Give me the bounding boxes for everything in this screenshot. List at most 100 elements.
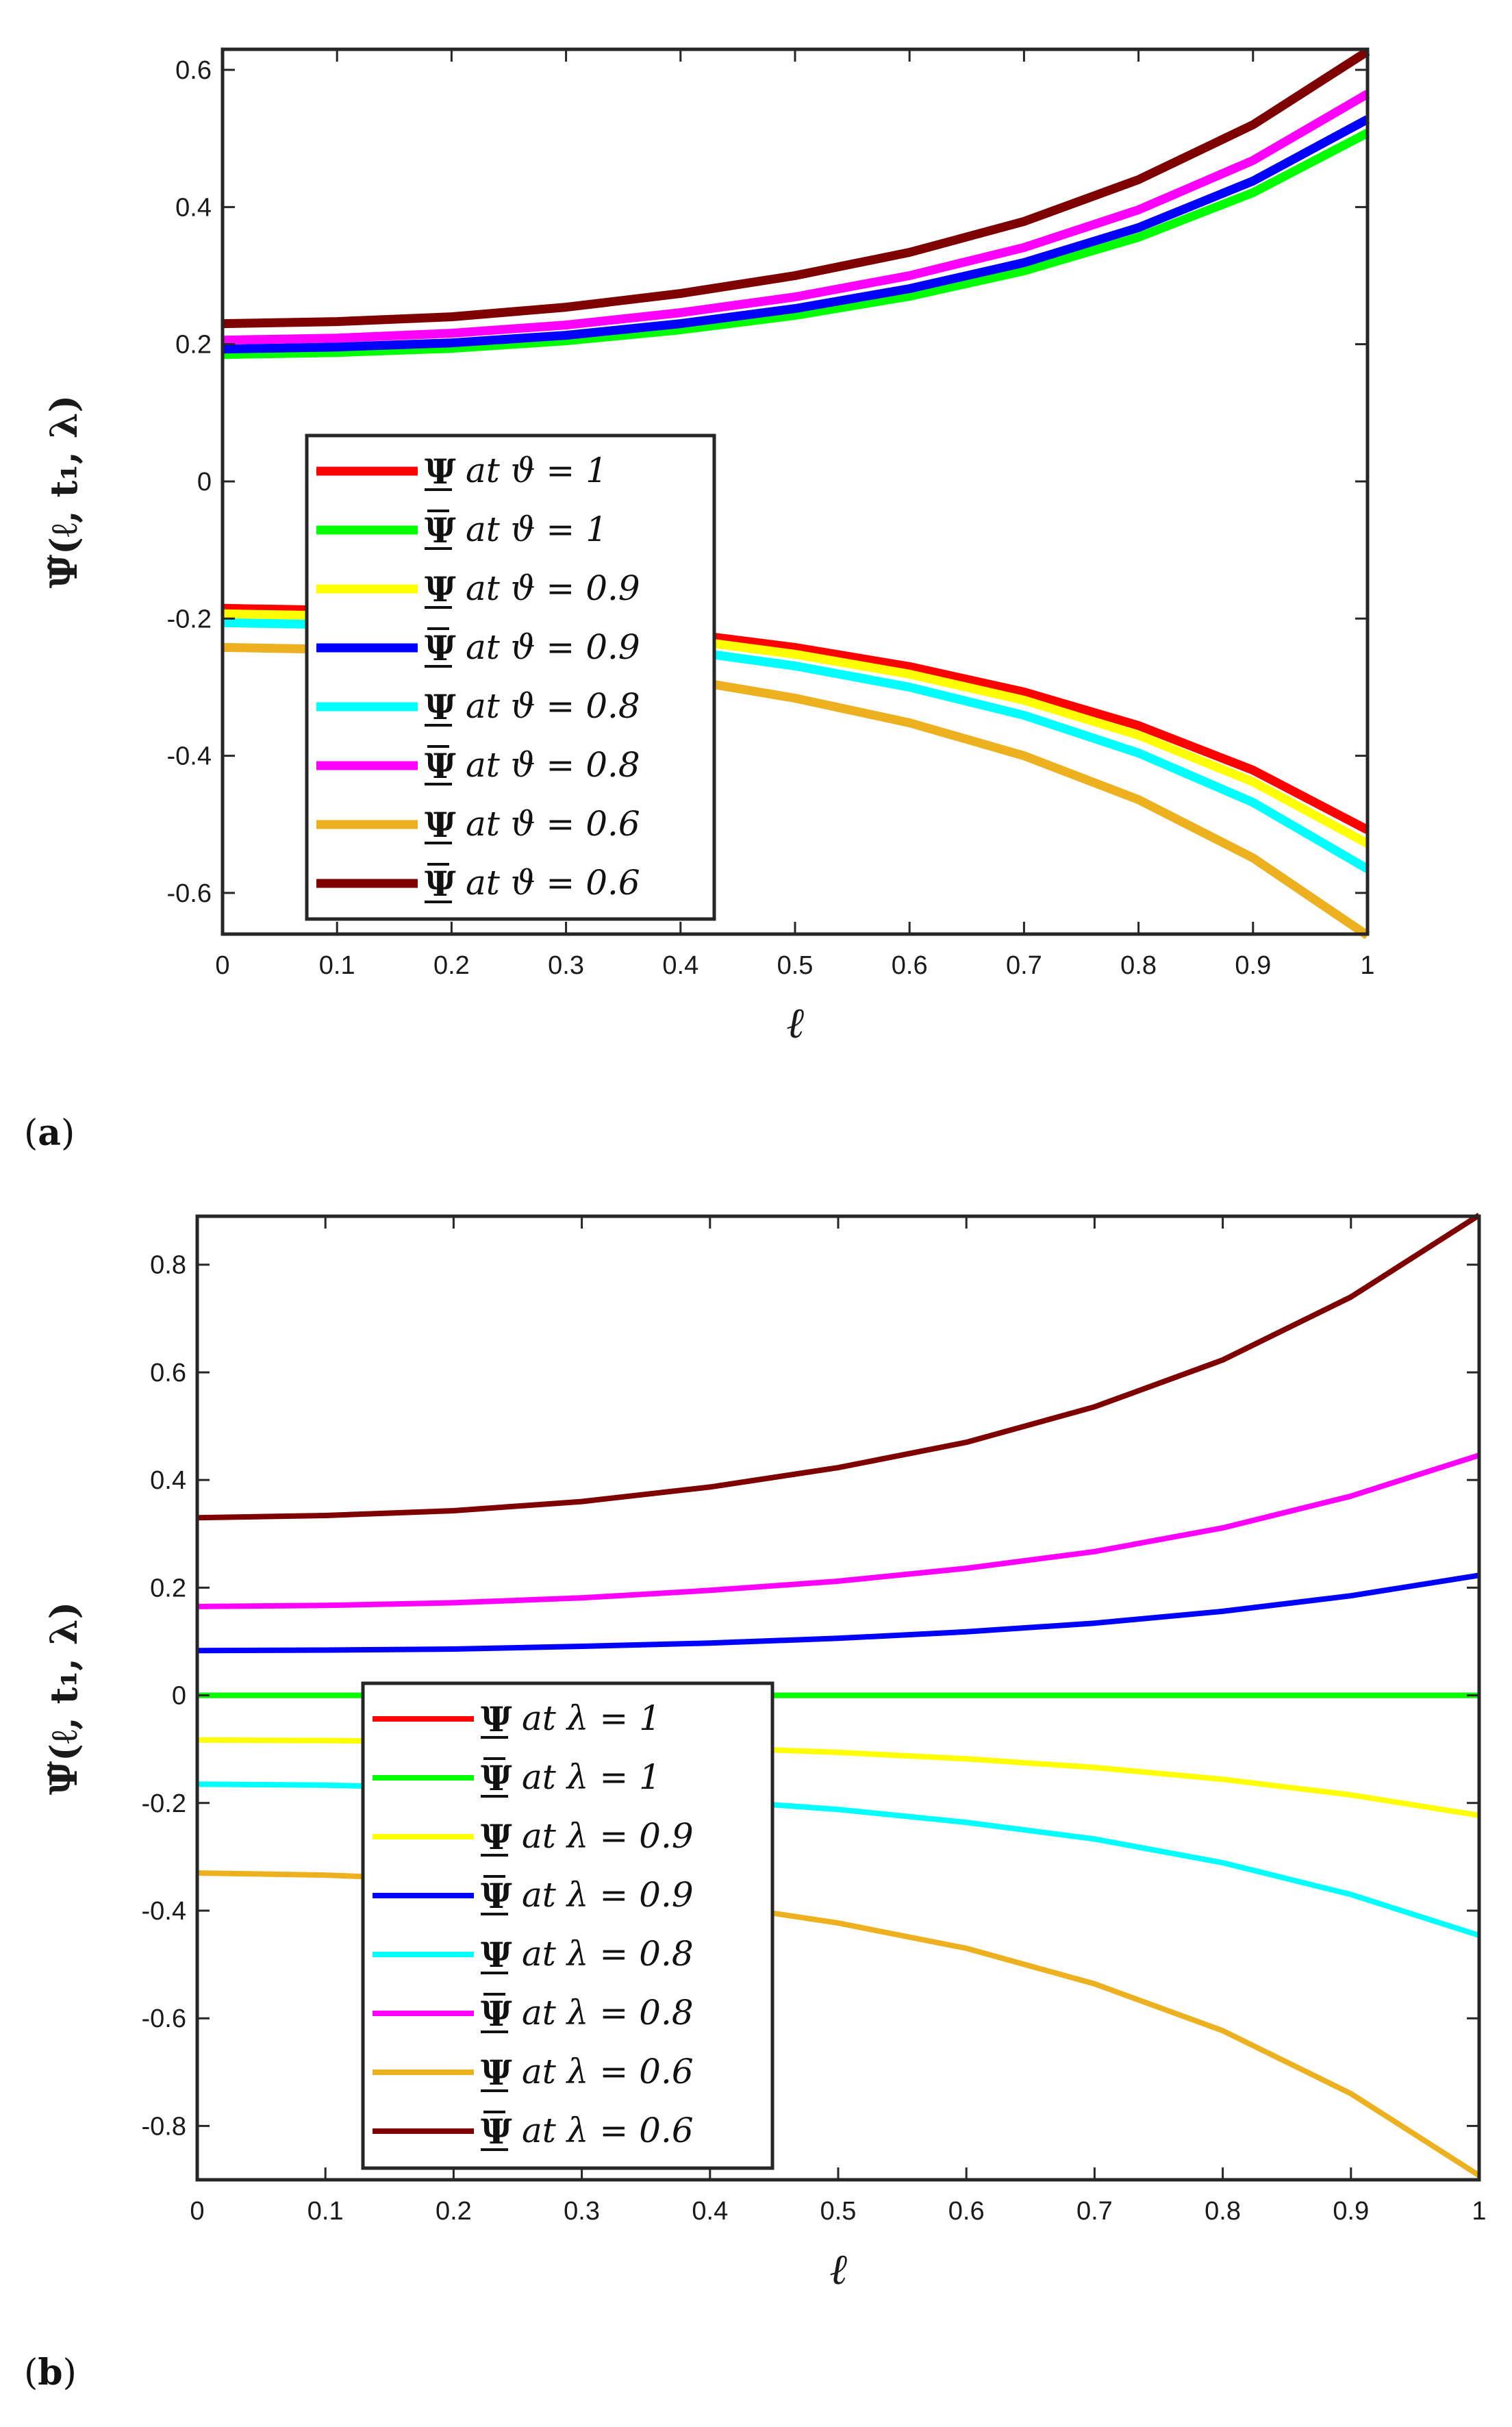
y-tick-label-b-8: 0.8 <box>150 1251 186 1280</box>
y-tick-label-a-0: -0.6 <box>167 879 212 908</box>
chart-panel-a: 0 0.1 0.2 0.3 0.4 0.5 0.6 0.7 0.8 0.9 1 -0.6 -0.4 -0… <box>24 47 1375 1154</box>
x-tick-labels-b: 0 0.1 0.2 0.3 0.4 0.5 0.6 0.7 0.8 0.9 1 <box>190 2197 1486 2226</box>
y-tick-label-a-5: 0.4 <box>175 193 212 222</box>
panel-label-a: (a) <box>24 1112 75 1154</box>
legend-label: at λ = 0.9 <box>522 1875 694 1915</box>
x-tick-label-b-4: 0.4 <box>692 2197 728 2226</box>
y-tick-label-b-5: 0.2 <box>150 1574 186 1602</box>
legend-symbol: Ψ <box>481 2111 512 2152</box>
series-line-b-3 <box>197 1572 1480 1654</box>
x-tick-label-a-7: 0.7 <box>1006 951 1042 980</box>
panel-letter-b: b <box>38 2352 62 2393</box>
legend-label: at λ = 0.6 <box>522 2111 694 2150</box>
y-tick-label-b-6: 0.4 <box>150 1466 186 1495</box>
y-axis-label-a: Ψ̃(ℓ, t₁, λ) <box>42 395 86 588</box>
legend-label: at λ = 0.6 <box>522 2052 694 2091</box>
legend-symbol: Ψ <box>425 451 456 492</box>
y-tick-label-a-2: -0.2 <box>167 605 212 633</box>
series-line-a-1 <box>222 129 1370 360</box>
y-tick-label-b-1: -0.6 <box>142 2004 186 2033</box>
y-tick-label-a-6: 0.6 <box>175 56 212 85</box>
chart-panel-b: 0 0.1 0.2 0.3 0.4 0.5 0.6 0.7 0.8 0.9 1 -0.8-0.6-0… <box>24 1213 1487 2393</box>
x-axis-label-b: ℓ <box>829 2244 847 2294</box>
x-tick-label-b-5: 0.5 <box>820 2197 857 2226</box>
legend-symbol: Ψ <box>481 1994 512 2034</box>
x-tick-label-b-2: 0.2 <box>436 2197 472 2226</box>
x-tick-label-a-9: 0.9 <box>1235 951 1271 980</box>
legend-label: at λ = 1 <box>522 1698 661 1738</box>
x-tick-label-b-3: 0.3 <box>564 2197 600 2226</box>
y-tick-label-b-4: 0 <box>172 1682 186 1711</box>
legend-symbol: Ψ <box>481 2052 512 2093</box>
x-tick-label-a-2: 0.2 <box>433 951 470 980</box>
legend-label: at ϑ = 0.9 <box>466 568 640 608</box>
y-tick-label-a-1: -0.4 <box>167 742 212 771</box>
x-tick-label-a-10: 1 <box>1360 951 1374 980</box>
y-tick-label-b-7: 0.6 <box>150 1359 186 1387</box>
panel-label-b: (b) <box>24 2352 77 2393</box>
y-tick-label-a-4: 0.2 <box>175 331 212 360</box>
series-line-b-7 <box>197 1213 1481 1521</box>
x-tick-label-b-9: 0.9 <box>1333 2197 1369 2226</box>
legend-label: at λ = 0.8 <box>522 1934 694 1974</box>
legend-label: at ϑ = 1 <box>466 510 607 549</box>
x-tick-label-a-0: 0 <box>215 951 229 980</box>
x-tick-label-a-6: 0.6 <box>892 951 928 980</box>
legend-symbol: Ψ <box>481 1758 512 1798</box>
x-tick-label-b-8: 0.8 <box>1205 2197 1241 2226</box>
legend-symbol: Ψ <box>481 1876 512 1916</box>
legend-label: at ϑ = 0.6 <box>466 863 640 903</box>
tick-marks-a <box>221 49 1369 934</box>
legend-symbol: Ψ <box>481 1699 512 1739</box>
series-line-a-5 <box>222 90 1370 345</box>
x-tick-label-a-1: 0.1 <box>319 951 355 980</box>
legend-label: at ϑ = 1 <box>466 451 607 490</box>
legend-symbol: Ψ <box>425 510 456 551</box>
legend-symbol: Ψ <box>481 1817 512 1857</box>
x-tick-label-a-4: 0.4 <box>662 951 698 980</box>
x-axis-label-a: ℓ <box>786 998 804 1048</box>
x-tick-label-a-8: 0.8 <box>1120 951 1157 980</box>
x-tick-label-b-0: 0 <box>190 2197 204 2226</box>
panel-letter-a: a <box>38 1112 61 1154</box>
legend-label: at λ = 1 <box>522 1757 661 1797</box>
legend-symbol: Ψ <box>425 628 456 668</box>
x-tick-label-b-6: 0.6 <box>948 2197 985 2226</box>
x-tick-label-b-1: 0.1 <box>307 2197 344 2226</box>
x-tick-label-a-3: 0.3 <box>548 951 584 980</box>
x-tick-label-a-5: 0.5 <box>777 951 814 980</box>
x-tick-label-b-10: 1 <box>1472 2197 1486 2226</box>
x-tick-labels-a: 0 0.1 0.2 0.3 0.4 0.5 0.6 0.7 0.8 0.9 1 <box>215 951 1374 980</box>
y-tick-labels-b: -0.8 -0.6 -0.4 -0.2 0 0.2 0.4 0.6 0.8 <box>142 1251 186 2141</box>
legend-label: at ϑ = 0.9 <box>466 627 640 667</box>
y-axis-label-b: Ψ̃(ℓ, t₁, λ) <box>42 1602 86 1795</box>
tick-marks-b <box>196 1216 1480 2180</box>
legend-symbol: Ψ <box>425 746 456 786</box>
legend-label: at ϑ = 0.8 <box>466 745 640 785</box>
legend-label: at λ = 0.8 <box>522 1993 694 2033</box>
series-line-a-7 <box>222 47 1370 329</box>
legend-box-a <box>305 433 716 921</box>
y-tick-label-b-0: -0.8 <box>142 2112 186 2141</box>
legend-label: at ϑ = 0.6 <box>466 804 640 844</box>
y-tick-label-b-2: -0.4 <box>142 1897 186 1926</box>
legend-symbol: Ψ <box>481 1935 512 1975</box>
legend-symbol: Ψ <box>425 687 456 727</box>
